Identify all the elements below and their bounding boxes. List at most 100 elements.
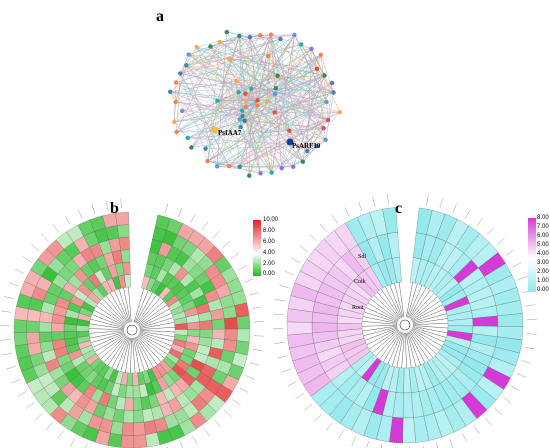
tree-branch (394, 283, 404, 318)
tick-mark (245, 375, 255, 380)
tick-mark (64, 216, 71, 225)
tick-mark (230, 252, 240, 259)
network-node (234, 78, 239, 84)
network-node (329, 80, 335, 86)
network-node (286, 138, 294, 146)
network-node (279, 165, 284, 171)
network-edge (210, 46, 239, 93)
tick-mark (351, 436, 357, 446)
network-edge (244, 111, 340, 121)
network-node (292, 32, 297, 38)
scale-c-tick: 0.00 (537, 287, 549, 293)
network-node (217, 39, 222, 45)
tree-branch (410, 330, 437, 355)
tick-mark (325, 422, 333, 431)
tree-branch (111, 336, 129, 369)
network-edge (229, 58, 334, 93)
network-edge (186, 65, 294, 168)
network-edge (217, 35, 240, 101)
network-node (275, 73, 280, 78)
network-node (242, 118, 247, 123)
tree-branch (398, 282, 405, 318)
tree-branch (116, 337, 130, 371)
network-edge (242, 92, 334, 117)
network-edge (176, 110, 243, 133)
tree-branch (405, 332, 412, 368)
network-edge (207, 82, 333, 162)
tree-branch (410, 330, 434, 358)
tick-mark (25, 402, 35, 409)
tick-mark (461, 432, 467, 442)
tick-mark (57, 430, 64, 440)
tick-mark (120, 198, 122, 209)
network-node (247, 173, 252, 178)
scale-c-tick: 7.00 (537, 224, 549, 230)
network-edge (266, 101, 329, 121)
network-edge (216, 111, 340, 167)
heatmap-cell (382, 207, 398, 234)
network-node (305, 149, 310, 154)
tree-branch (138, 333, 170, 351)
tree-branch (120, 337, 131, 372)
tick-mark (249, 362, 260, 366)
tick-mark (252, 306, 262, 309)
tick-mark (248, 292, 259, 296)
tick-mark (449, 438, 454, 448)
network-edge (216, 92, 334, 167)
tick-mark (526, 333, 537, 335)
tick-mark (223, 409, 232, 417)
network-node (331, 90, 336, 95)
network-node (226, 163, 232, 169)
network-node (258, 171, 263, 176)
network-node (264, 99, 270, 104)
network-edge (294, 34, 318, 70)
tree-branch (409, 331, 430, 361)
tick-mark (222, 241, 231, 249)
tick-mark (275, 299, 286, 302)
network-edge (175, 82, 239, 93)
network-edge (270, 34, 312, 50)
network-edge (176, 48, 312, 133)
network-edge (293, 139, 326, 168)
network-node (208, 44, 213, 49)
network-edge (205, 54, 322, 149)
tree-branch (407, 332, 421, 366)
network-node (318, 52, 324, 58)
network-node (257, 33, 263, 38)
network-node (323, 137, 328, 142)
network-edge (320, 54, 334, 93)
network-edge (170, 35, 240, 92)
network-node (287, 128, 292, 133)
network-node (186, 52, 191, 57)
scale-c-tick: 1.00 (537, 278, 549, 284)
tree-branch (139, 327, 175, 330)
tick-mark (295, 392, 304, 399)
tick-mark (277, 355, 287, 359)
panel-label-c: c (395, 200, 403, 217)
network-edge (324, 75, 334, 93)
network-node (272, 110, 277, 115)
network-edge (187, 127, 324, 139)
node-label-psarf10: PsARF10 (292, 142, 321, 150)
tree-branch (381, 289, 401, 319)
tree-branch (93, 309, 125, 327)
network-edge (186, 58, 230, 66)
network-edge (238, 91, 282, 169)
tree-branch (375, 330, 400, 357)
tree-root (399, 319, 411, 331)
network-node (268, 32, 274, 37)
tree-branch (135, 292, 153, 324)
tick-mark (525, 304, 536, 307)
network-node (226, 56, 232, 61)
tree-branch (103, 335, 127, 363)
network-edge (180, 73, 208, 162)
network-edge (191, 82, 333, 148)
network-edge (180, 73, 230, 167)
tick-mark (287, 381, 297, 387)
network-node (255, 103, 260, 108)
network-edge (207, 91, 239, 162)
tree-branch (362, 325, 398, 327)
tree-branch (89, 323, 125, 330)
tick-mark (524, 347, 535, 350)
network-edge (257, 48, 312, 101)
